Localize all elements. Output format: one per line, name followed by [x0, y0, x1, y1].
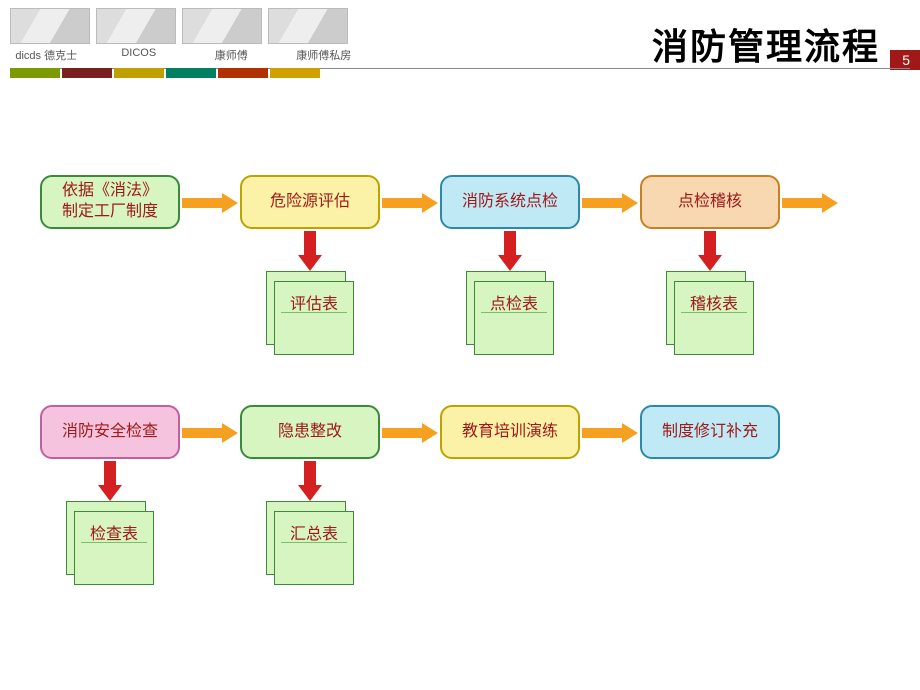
flow-arrow-down: [300, 461, 320, 501]
flow-node: 制度修订补充: [640, 405, 780, 459]
flow-document: 点检表: [466, 271, 556, 355]
brand-photo-3: [182, 8, 262, 44]
flow-arrow-down: [500, 231, 520, 271]
flow-document-label: 汇总表: [274, 511, 354, 585]
flow-node: 危险源评估: [240, 175, 380, 229]
flow-arrow-right: [382, 426, 438, 440]
flow-document-label: 点检表: [474, 281, 554, 355]
brand-label-3: 康师傅: [195, 47, 268, 63]
flow-arrow-right: [182, 426, 238, 440]
brand-label-2: DICOS: [103, 47, 176, 63]
brand-label-row: dicds 德克士 DICOS 康师傅 康师傅私房: [10, 47, 360, 63]
flow-node: 消防安全检查: [40, 405, 180, 459]
flow-arrow-right: [182, 196, 238, 210]
slide-header: dicds 德克士 DICOS 康师傅 康师傅私房 消防管理流程 5: [0, 0, 920, 85]
flow-document-label: 检查表: [74, 511, 154, 585]
header-color-block: [166, 68, 216, 78]
logo-strip: [10, 8, 348, 44]
flow-arrow-down: [700, 231, 720, 271]
flow-document: 稽核表: [666, 271, 756, 355]
flow-arrow-right: [582, 196, 638, 210]
brand-photo-2: [96, 8, 176, 44]
flow-node: 隐患整改: [240, 405, 380, 459]
header-color-block: [10, 68, 60, 78]
flow-document-label: 稽核表: [674, 281, 754, 355]
flow-document: 汇总表: [266, 501, 356, 585]
flow-arrow-right: [382, 196, 438, 210]
flow-node: 依据《消法》制定工厂制度: [40, 175, 180, 229]
flow-node: 消防系统点检: [440, 175, 580, 229]
brand-label-1: dicds 德克士: [10, 47, 83, 63]
header-color-block: [114, 68, 164, 78]
flow-document-label: 评估表: [274, 281, 354, 355]
header-color-block: [218, 68, 268, 78]
flow-arrow-down: [300, 231, 320, 271]
flowchart-canvas: 依据《消法》制定工厂制度 危险源评估 消防系统点检 点检稽核消防安全检查 隐患整改 教育培…: [0, 85, 920, 685]
header-color-block: [270, 68, 320, 78]
flow-document: 评估表: [266, 271, 356, 355]
page-number-badge: 5: [890, 50, 920, 70]
flow-node: 教育培训演练: [440, 405, 580, 459]
header-color-block: [62, 68, 112, 78]
page-title: 消防管理流程: [652, 18, 880, 70]
flow-arrow-right: [782, 196, 838, 210]
flow-arrow-down: [100, 461, 120, 501]
flow-arrow-right: [582, 426, 638, 440]
brand-label-4: 康师傅私房: [288, 47, 361, 63]
header-color-blocks: [10, 68, 322, 78]
flow-document: 检查表: [66, 501, 156, 585]
brand-photo-1: [10, 8, 90, 44]
flow-node: 点检稽核: [640, 175, 780, 229]
brand-photo-4: [268, 8, 348, 44]
